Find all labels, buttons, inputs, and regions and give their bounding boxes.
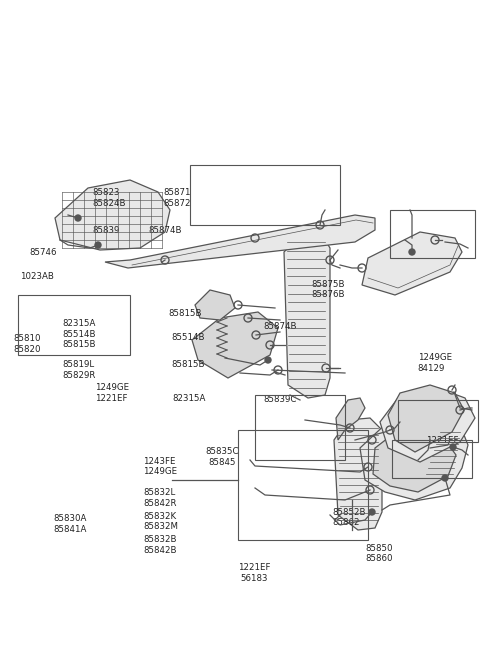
Circle shape (75, 215, 81, 221)
Polygon shape (55, 180, 170, 250)
Polygon shape (192, 312, 278, 378)
Polygon shape (388, 385, 464, 452)
Bar (18, 295, 130, 355)
Text: 1221EF
56183: 1221EF 56183 (238, 563, 271, 583)
Text: 85839: 85839 (92, 226, 120, 235)
Text: 85835C
85845: 85835C 85845 (205, 447, 239, 467)
Text: 1243FE
1249GE: 1243FE 1249GE (143, 457, 177, 476)
Bar (398, 400, 478, 442)
Bar (392, 440, 472, 478)
Text: 85852B
85862: 85852B 85862 (332, 508, 366, 527)
Text: 85839C: 85839C (263, 395, 297, 404)
Text: 85874B: 85874B (149, 226, 182, 235)
Text: 1249GE
84129: 1249GE 84129 (418, 353, 452, 373)
Text: 85830A
85841A: 85830A 85841A (54, 514, 87, 534)
Polygon shape (105, 215, 375, 268)
Text: 85815B: 85815B (168, 309, 202, 318)
Circle shape (265, 357, 271, 363)
Bar (190, 165, 340, 225)
Polygon shape (334, 418, 382, 530)
Text: 85810
85820: 85810 85820 (13, 334, 41, 354)
Circle shape (369, 509, 375, 515)
Circle shape (450, 444, 456, 450)
Bar (390, 210, 475, 258)
Circle shape (95, 242, 101, 248)
Polygon shape (336, 398, 365, 440)
Polygon shape (380, 388, 475, 462)
Text: 85823
85824B: 85823 85824B (92, 188, 126, 208)
Text: 85815B: 85815B (171, 360, 204, 369)
Text: 85514B: 85514B (171, 333, 204, 343)
Text: 85819L
85829R: 85819L 85829R (62, 360, 96, 380)
Text: 85871
85872: 85871 85872 (163, 188, 191, 208)
Text: 85874B: 85874B (263, 322, 297, 331)
Text: 85832B
85842B: 85832B 85842B (143, 535, 177, 555)
Circle shape (409, 249, 415, 255)
Polygon shape (360, 415, 468, 500)
Polygon shape (362, 232, 462, 295)
Text: 85875B
85876B: 85875B 85876B (311, 280, 345, 299)
Text: 85832L
85842R: 85832L 85842R (143, 488, 177, 508)
Text: 82315A: 82315A (173, 394, 206, 403)
Text: 85850
85860: 85850 85860 (365, 544, 393, 563)
Bar (255, 395, 345, 460)
Polygon shape (373, 425, 456, 492)
Circle shape (442, 475, 448, 481)
Polygon shape (284, 234, 330, 398)
Bar (238, 430, 368, 540)
Text: 1023AB: 1023AB (20, 272, 54, 281)
Text: 85746: 85746 (30, 248, 57, 257)
Text: 85832K
85832M: 85832K 85832M (143, 512, 178, 531)
Text: 82315A
85514B
85815B: 82315A 85514B 85815B (62, 319, 96, 349)
Polygon shape (195, 290, 235, 320)
Text: 1249GE
1221EF: 1249GE 1221EF (95, 383, 129, 403)
Text: 1221EF: 1221EF (426, 436, 459, 445)
